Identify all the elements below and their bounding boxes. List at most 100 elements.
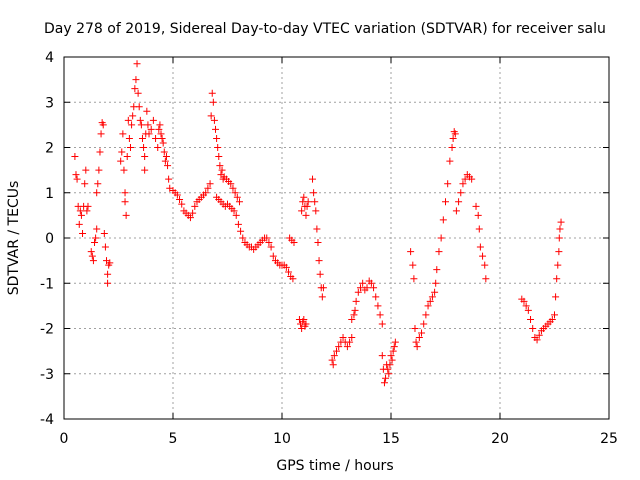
data-point: [143, 107, 151, 115]
data-point: [104, 279, 112, 287]
data-point: [84, 202, 92, 210]
data-point: [239, 234, 247, 242]
data-point: [97, 130, 105, 138]
data-point: [388, 356, 396, 364]
data-point: [269, 252, 277, 260]
data-point: [352, 297, 360, 305]
data-point: [351, 306, 359, 314]
data-point: [119, 130, 127, 138]
data-point: [162, 153, 170, 161]
data-point: [437, 234, 445, 242]
data-point: [128, 121, 136, 129]
data-point: [319, 284, 327, 292]
data-point: [160, 148, 168, 156]
data-point: [479, 252, 487, 260]
data-point: [389, 347, 397, 355]
data-point: [390, 343, 398, 351]
data-point: [309, 175, 317, 183]
data-markers: [71, 60, 565, 387]
data-point: [124, 116, 132, 124]
data-point: [444, 180, 452, 188]
data-point: [472, 202, 480, 210]
data-point: [435, 248, 443, 256]
data-point: [482, 275, 490, 283]
tick-labels: 0 5 10 15 20 25 -4 -3 -2 -1 0 1 2 3 4: [40, 50, 618, 447]
x-tick-label: 25: [600, 431, 618, 447]
data-point: [216, 162, 224, 170]
x-tick-label: 20: [491, 431, 509, 447]
data-point: [300, 315, 308, 323]
data-point: [265, 239, 273, 247]
data-point: [413, 343, 421, 351]
data-point: [263, 234, 271, 242]
data-point: [121, 198, 129, 206]
data-point: [77, 211, 85, 219]
data-point: [311, 198, 319, 206]
data-point: [158, 134, 166, 142]
data-point: [409, 261, 417, 269]
y-tick-label: -4: [40, 412, 54, 428]
data-point: [122, 211, 130, 219]
data-point: [412, 338, 420, 346]
data-point: [367, 279, 375, 287]
data-point: [213, 134, 221, 142]
y-tick-label: -3: [40, 367, 54, 383]
data-point: [329, 361, 337, 369]
data-point: [461, 175, 469, 183]
data-point: [552, 293, 560, 301]
data-point: [451, 130, 459, 138]
data-point: [234, 220, 242, 228]
data-point: [99, 121, 107, 129]
data-point: [73, 175, 81, 183]
data-point: [555, 248, 563, 256]
y-tick-label: 4: [45, 50, 54, 66]
data-point: [553, 275, 561, 283]
data-point: [374, 302, 382, 310]
data-point: [93, 225, 101, 233]
data-point: [282, 263, 290, 271]
data-point: [348, 315, 356, 323]
data-point: [343, 343, 351, 351]
data-point: [310, 189, 318, 197]
data-point: [303, 202, 311, 210]
data-point: [474, 211, 482, 219]
data-point: [348, 334, 356, 342]
data-point: [95, 166, 103, 174]
y-tick-label: 0: [45, 231, 54, 247]
data-point: [410, 275, 418, 283]
x-tick-label: 0: [60, 431, 69, 447]
data-point: [207, 112, 215, 120]
data-point: [520, 297, 528, 305]
data-point: [227, 180, 235, 188]
data-point: [210, 116, 218, 124]
data-point: [72, 171, 80, 179]
data-point: [289, 275, 297, 283]
data-point: [186, 214, 194, 222]
data-point: [118, 148, 126, 156]
data-point: [420, 320, 428, 328]
data-point: [156, 121, 164, 129]
plot-frame: [63, 56, 610, 420]
data-point: [141, 153, 149, 161]
data-point: [159, 139, 167, 147]
data-point: [468, 175, 476, 183]
data-point: [145, 130, 153, 138]
data-point: [120, 166, 128, 174]
data-point: [212, 125, 220, 133]
data-point: [208, 89, 216, 97]
y-tick-label: 1: [45, 186, 54, 202]
data-point: [215, 153, 223, 161]
data-point: [87, 248, 95, 256]
data-point: [191, 202, 199, 210]
data-point: [131, 85, 139, 93]
data-point: [121, 189, 129, 197]
data-point: [83, 207, 91, 215]
y-tick-label: 3: [45, 95, 54, 111]
data-point: [75, 220, 83, 228]
data-point: [333, 347, 340, 355]
data-point: [442, 198, 449, 206]
data-point: [455, 198, 463, 206]
data-point: [155, 125, 163, 133]
data-point: [339, 334, 347, 342]
data-point: [449, 134, 457, 142]
